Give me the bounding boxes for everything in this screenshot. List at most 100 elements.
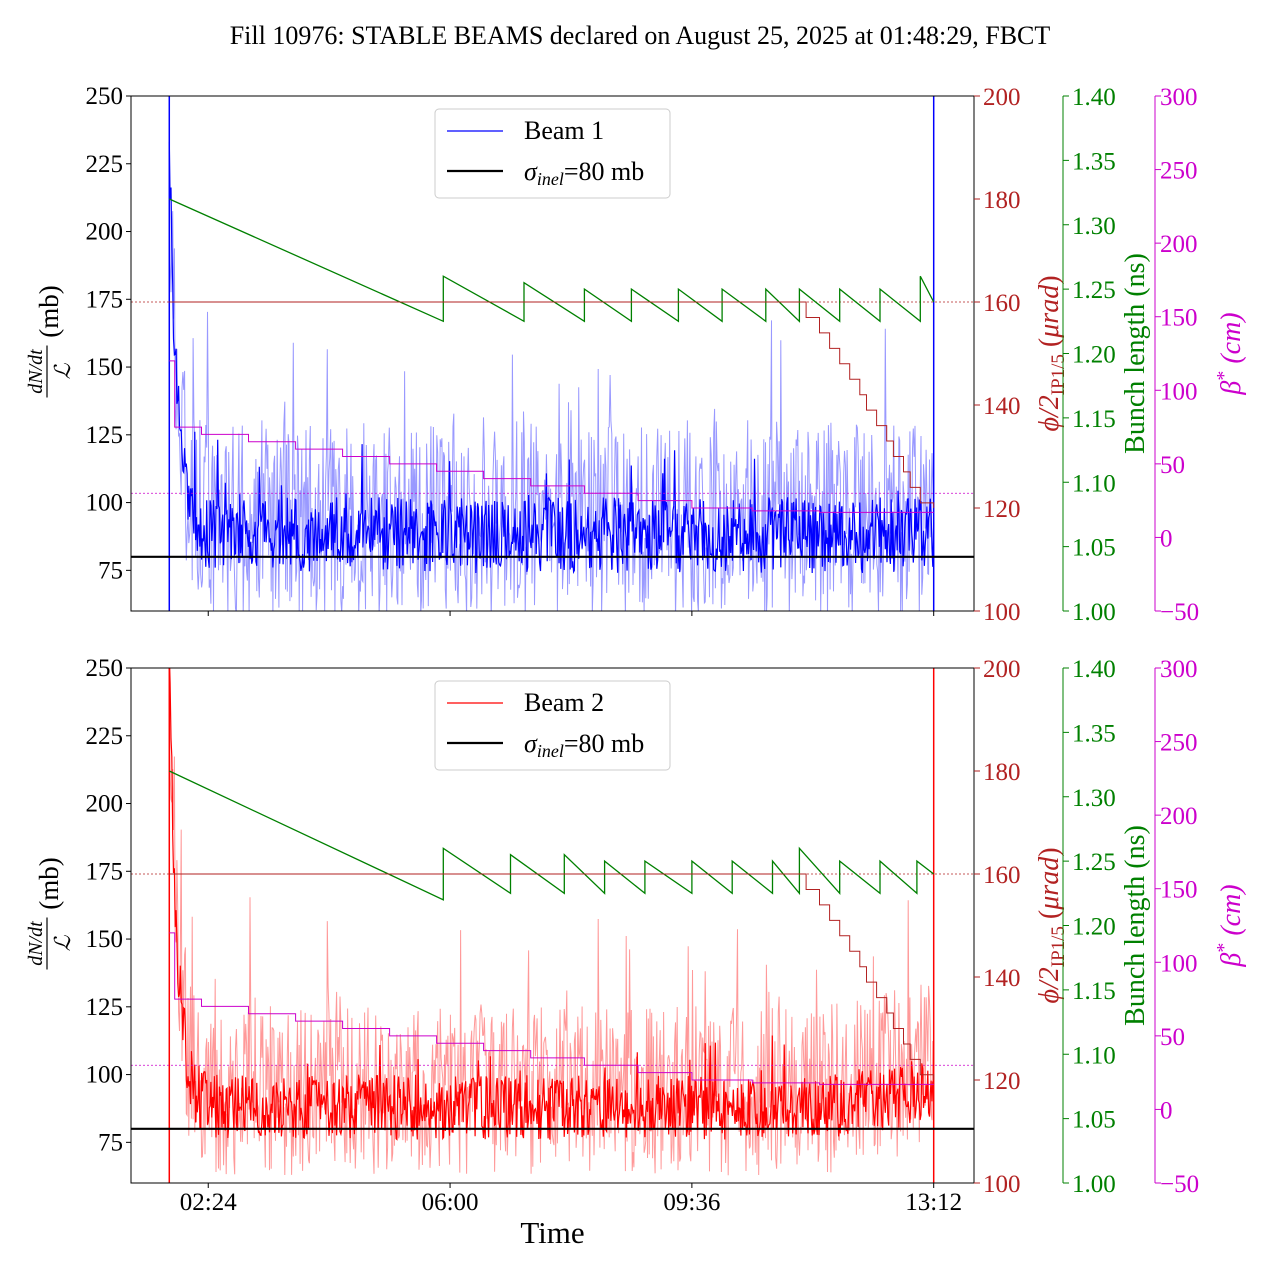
beta-axis-label: β* (cm) [1213, 884, 1247, 967]
rate-series-beam-2 [169, 668, 934, 1141]
y-label-unit: (mb) [34, 285, 64, 337]
bunch-tick-label: 1.05 [1072, 1107, 1116, 1134]
beta-tick-label: 50 [1160, 1024, 1185, 1051]
y-tick-label: 150 [86, 354, 124, 381]
rate-series-beam-1 [168, 141, 935, 575]
bunch-tick-label: 1.25 [1072, 277, 1116, 304]
bunch-tick-label: 1.35 [1072, 720, 1116, 747]
legend: Beam 2 σinel=80 mb [434, 680, 671, 771]
bunch-tick-label: 1.20 [1072, 342, 1116, 369]
beta-tick-label: −50 [1160, 1171, 1199, 1198]
y-tick-label: 100 [86, 490, 124, 517]
beta-label-text: β* (cm) [1213, 312, 1247, 395]
y-tick-label: 125 [86, 994, 124, 1021]
crossing-axis-label: ϕ/2IP1/5 (μrad) [1034, 275, 1069, 431]
rate-series-light [168, 695, 935, 1176]
bunch-tick-label: 1.30 [1072, 785, 1116, 812]
panel-bottom: 75 100 125 150 175 200 225 250 dN/dt ℒ (mb) 100 120 1… [25, 655, 1247, 1250]
bunch-tick-label: 1.00 [1072, 599, 1116, 626]
plot-area [131, 96, 974, 611]
beta-label-text: β* (cm) [1213, 884, 1247, 967]
legend: Beam 1 σinel=80 mb [434, 108, 671, 199]
beta-star-series [169, 932, 934, 1085]
y-tick-label: 125 [86, 422, 124, 449]
crossing-tick-label: 120 [983, 1068, 1021, 1095]
bunch-tick-label: 1.05 [1072, 535, 1116, 562]
crossing-tick-label: 100 [983, 1171, 1021, 1198]
crossing-tick-label: 180 [983, 759, 1021, 786]
crossing-label-text: ϕ/2IP1/5 (μrad) [1034, 275, 1069, 431]
x-tick-label: 13:12 [905, 1189, 962, 1216]
crossing-tick-label: 180 [983, 187, 1021, 214]
bunch-tick-label: 1.30 [1072, 213, 1116, 240]
x-tick-label: 06:00 [422, 1189, 479, 1216]
legend-label-sigma: σinel=80 mb [524, 157, 644, 189]
crossing-tick-label: 120 [983, 496, 1021, 523]
beta-axis-label: β* (cm) [1213, 312, 1247, 395]
crossing-tick-label: 140 [983, 393, 1021, 420]
crossing-tick-label: 200 [983, 656, 1021, 683]
beta-tick-label: 0 [1160, 525, 1173, 552]
crossing-tick-label: 160 [983, 290, 1021, 317]
bunch-tick-label: 1.00 [1072, 1171, 1116, 1198]
rate-series-light [168, 185, 935, 611]
x-tick-label: 02:24 [180, 1189, 237, 1216]
crossing-angle-series [169, 301, 935, 508]
legend-label-beam: Beam 1 [524, 116, 604, 145]
bunch-tick-label: 1.20 [1072, 914, 1116, 941]
y-tick-label: 250 [86, 655, 124, 682]
y-tick-label: 225 [86, 151, 124, 178]
y-label-denominator: ℒ [50, 362, 75, 379]
plot-area [131, 668, 974, 1183]
y-tick-label: 150 [86, 926, 124, 953]
bunch-tick-label: 1.15 [1072, 978, 1116, 1005]
crossing-tick-label: 160 [983, 862, 1021, 889]
y-axis-label: dN/dt ℒ (mb) [25, 285, 75, 398]
bunch-length-series [169, 198, 935, 323]
crossing-axis-label: ϕ/2IP1/5 (μrad) [1034, 847, 1069, 1003]
beta-tick-label: 150 [1160, 877, 1198, 904]
y-tick-label: 250 [86, 83, 124, 110]
beta-tick-label: −50 [1160, 599, 1199, 626]
bunch-tick-label: 1.40 [1072, 656, 1116, 683]
y-tick-label: 75 [98, 557, 123, 584]
plot-frame [130, 95, 975, 612]
legend-label-beam: Beam 2 [524, 688, 604, 717]
y-label-denominator: ℒ [50, 934, 75, 951]
beta-tick-label: 0 [1160, 1097, 1173, 1124]
crossing-angle-series [169, 873, 935, 1080]
y-tick-label: 175 [86, 858, 124, 885]
bunch-tick-label: 1.10 [1072, 1042, 1116, 1069]
x-axis-label: Time [520, 1215, 584, 1250]
beta-tick-label: 100 [1160, 378, 1198, 405]
bunch-tick-label: 1.35 [1072, 148, 1116, 175]
panel-top: 75 100 125 150 175 200 225 250 dN/dt ℒ (mb) 100 120 1… [25, 83, 1247, 626]
beta-tick-label: 300 [1160, 656, 1198, 683]
y-tick-label: 200 [86, 219, 124, 246]
bunch-tick-label: 1.10 [1072, 470, 1116, 497]
crossing-tick-label: 200 [983, 84, 1021, 111]
crossing-label-text: ϕ/2IP1/5 (μrad) [1034, 847, 1069, 1003]
beta-tick-label: 100 [1160, 950, 1198, 977]
bunch-length-series [169, 770, 935, 901]
beta-tick-label: 200 [1160, 803, 1198, 830]
bunch-tick-label: 1.40 [1072, 84, 1116, 111]
beta-tick-label: 200 [1160, 231, 1198, 258]
beta-tick-label: 250 [1160, 158, 1198, 185]
y-tick-label: 75 [98, 1129, 123, 1156]
plot-frame [130, 667, 975, 1184]
y-axis-label: dN/dt ℒ (mb) [25, 857, 75, 970]
y-label-unit: (mb) [34, 857, 64, 909]
bunch-label-text: Bunch length (ns) [1120, 253, 1151, 454]
crossing-tick-label: 140 [983, 965, 1021, 992]
x-tick-label: 09:36 [663, 1189, 720, 1216]
crossing-tick-label: 100 [983, 599, 1021, 626]
beta-tick-label: 300 [1160, 84, 1198, 111]
y-label-numerator: dN/dt [25, 349, 47, 394]
bunch-axis-label: Bunch length (ns) [1120, 253, 1151, 454]
bunch-label-text: Bunch length (ns) [1120, 825, 1151, 1026]
y-tick-label: 100 [86, 1062, 124, 1089]
y-tick-label: 225 [86, 723, 124, 750]
y-label-numerator: dN/dt [25, 921, 47, 966]
